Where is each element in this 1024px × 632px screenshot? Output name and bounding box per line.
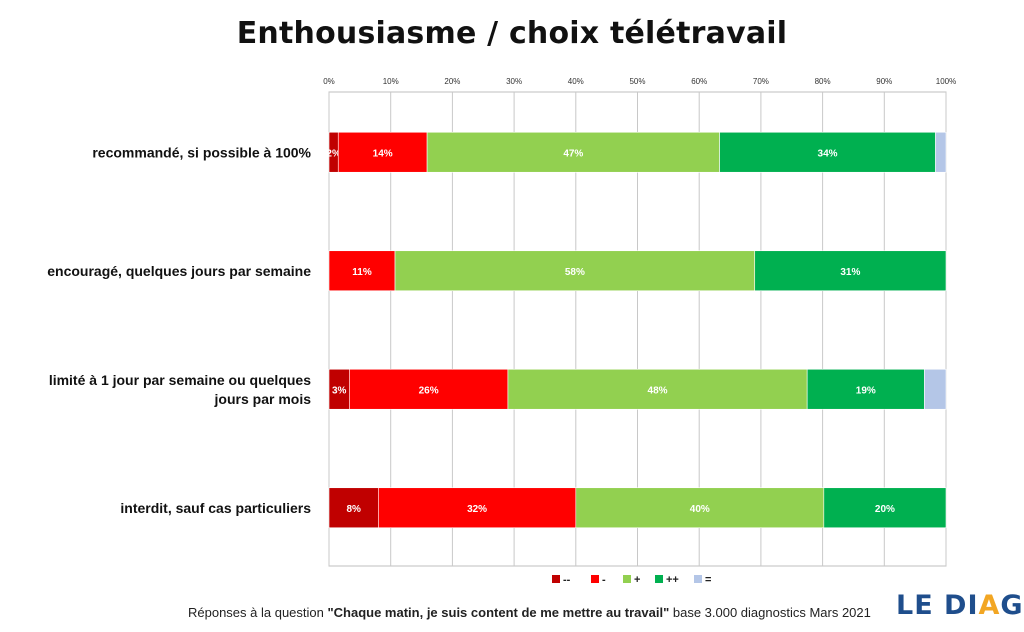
legend-swatch xyxy=(552,575,560,583)
bar-data-label: 20% xyxy=(875,504,895,515)
bar-segment xyxy=(507,368,808,410)
bar-data-label: 2% xyxy=(326,148,341,159)
bar-segment xyxy=(575,487,825,529)
bar-data-label: 34% xyxy=(818,148,838,159)
bar-segment xyxy=(378,487,577,529)
stacked-bar-chart: 0% 10% 20% 30% 40% 50% 60% 70% 80% 90% 100% 2% 14% 4… xyxy=(47,77,956,586)
legend-label: = xyxy=(705,574,711,586)
category-label: jours par mois xyxy=(214,391,312,407)
bar-data-label: 47% xyxy=(563,148,583,159)
legend-swatch xyxy=(623,575,631,583)
category-labels: recommandé, si possible à 100% encouragé,… xyxy=(47,144,311,516)
bar-segment xyxy=(394,250,756,292)
logo-text-main: LE DI xyxy=(896,590,979,621)
x-tick-label: 70% xyxy=(753,77,769,86)
bar-segment xyxy=(328,487,379,529)
bar-segment xyxy=(349,368,509,410)
bar-segment xyxy=(806,368,925,410)
logo-text-end: G xyxy=(1000,590,1024,621)
bar-segment xyxy=(924,368,947,410)
x-axis-ticks: 0% 10% 20% 30% 40% 50% 60% 70% 80% 90% 100% xyxy=(323,77,956,86)
bar-data-label: 11% xyxy=(352,267,372,278)
legend-swatch xyxy=(655,575,663,583)
chart-legend: -- - + ++ = xyxy=(552,574,711,586)
bar-segment xyxy=(426,131,720,173)
x-tick-label: 60% xyxy=(691,77,707,86)
footer-suffix: base 3.000 diagnostics Mars 2021 xyxy=(669,605,871,620)
bar-data-label: 8% xyxy=(346,504,361,515)
legend-swatch xyxy=(591,575,599,583)
category-label: interdit, sauf cas particuliers xyxy=(120,500,311,516)
x-tick-label: 0% xyxy=(323,77,335,86)
x-tick-label: 90% xyxy=(876,77,892,86)
bar-segment xyxy=(823,487,947,529)
x-tick-label: 20% xyxy=(444,77,460,86)
footer-question: "Chaque matin, je suis content de me met… xyxy=(327,605,670,620)
bar-data-label: 58% xyxy=(565,267,585,278)
bar-segment xyxy=(719,131,936,173)
category-label: limité à 1 jour par semaine ou quelques xyxy=(49,372,311,388)
category-label: recommandé, si possible à 100% xyxy=(92,144,311,160)
bar-data-label: 19% xyxy=(856,385,876,396)
bar-data-label: 14% xyxy=(373,148,393,159)
x-tick-label: 80% xyxy=(815,77,831,86)
bar-data-label: 3% xyxy=(332,385,347,396)
bar-data-label: 40% xyxy=(690,504,710,515)
x-tick-label: 30% xyxy=(506,77,522,86)
legend-label: ++ xyxy=(666,574,679,586)
legend-label: + xyxy=(634,574,640,586)
x-tick-label: 10% xyxy=(383,77,399,86)
chart-title: Enthousiasme / choix télétravail xyxy=(236,16,788,51)
category-label: encouragé, quelques jours par semaine xyxy=(47,263,311,279)
x-tick-label: 50% xyxy=(629,77,645,86)
footer-prefix: Réponses à la question xyxy=(188,605,328,620)
bar-data-label: 26% xyxy=(419,385,439,396)
logo-text-accent: A xyxy=(978,590,1001,621)
x-tick-label: 40% xyxy=(568,77,584,86)
bar-data-label: 48% xyxy=(648,385,668,396)
bar-data-label: 31% xyxy=(840,267,860,278)
legend-swatch xyxy=(694,575,702,583)
bar-segment xyxy=(754,250,947,292)
legend-label: - xyxy=(602,574,606,586)
bar-segment xyxy=(337,131,428,173)
bar-data-label: 32% xyxy=(467,504,487,515)
x-tick-label: 100% xyxy=(936,77,956,86)
bar-segment xyxy=(328,250,396,292)
chart-bars: 2% 14% 47% 34% 11% 58% 31% 3% 26% 48% 19% 8% 32% 40% 2… xyxy=(326,131,947,529)
bar-segment xyxy=(935,131,947,173)
brand-logo: LE DIAG xyxy=(896,590,1024,621)
footer-note: Réponses à la question "Chaque matin, je… xyxy=(188,605,871,620)
legend-label: -- xyxy=(563,574,571,586)
